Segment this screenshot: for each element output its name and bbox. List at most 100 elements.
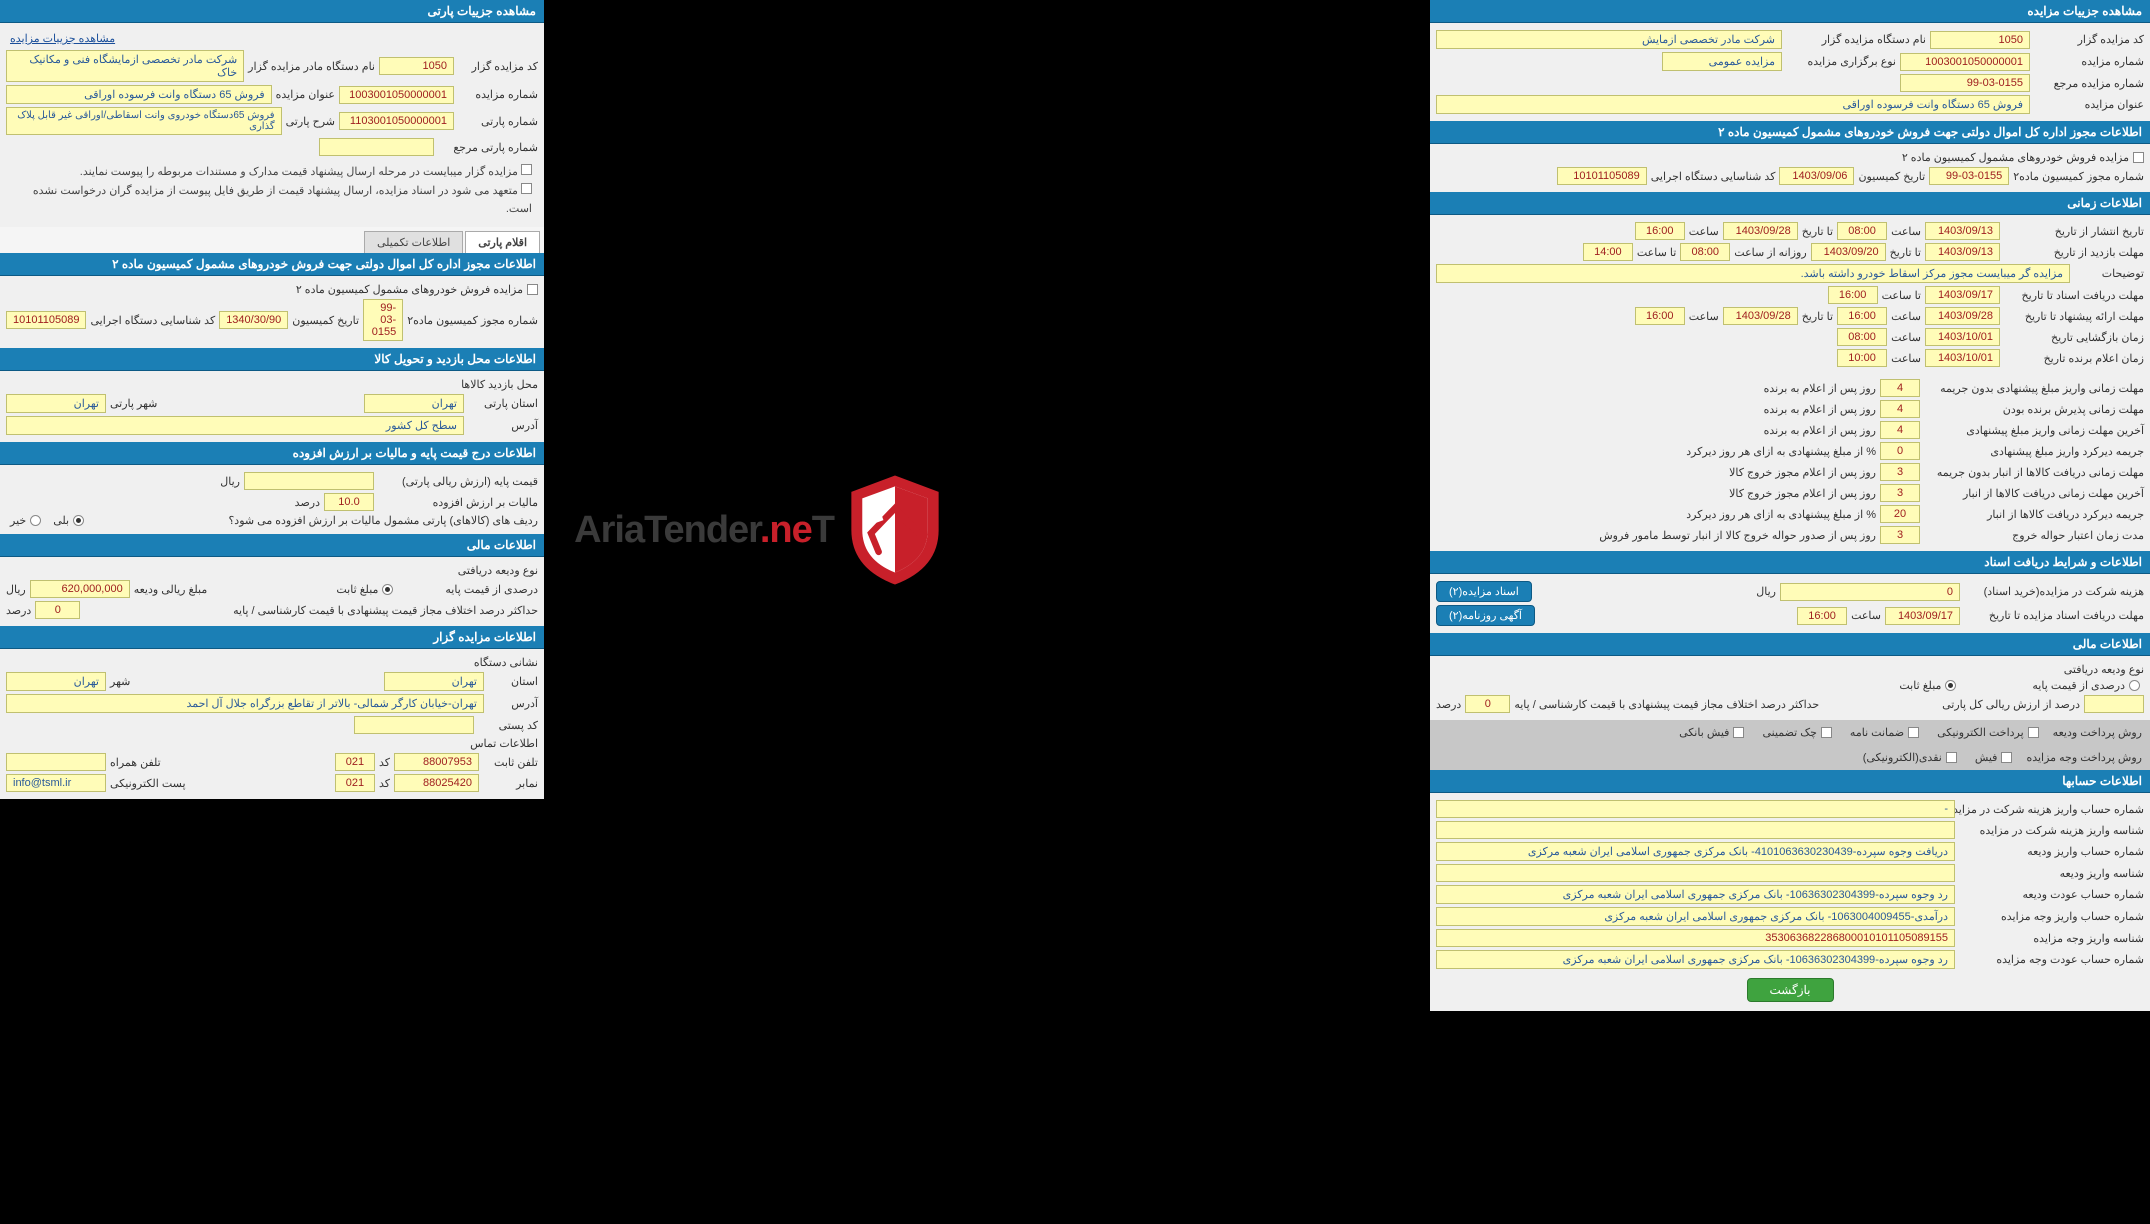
lbl-visit-daily-from: روزانه از ساعت [1734, 246, 1806, 259]
lbl-acc6: شماره حساب واریز وجه مزایده [1959, 910, 2144, 923]
header-docs-cond: اطلاعات و شرایط دریافت اسناد [1430, 551, 2150, 574]
lbl-d8: مدت زمان اعتبار حواله خروج [1924, 529, 2144, 542]
val-visit-from: 1403/09/13 [1925, 243, 2000, 261]
val-d4: 0 [1880, 442, 1920, 460]
checkbox-m2-left[interactable] [527, 284, 538, 295]
lbl-publish-to: تا تاریخ [1802, 225, 1833, 238]
lbl-province-g: استان [488, 675, 538, 688]
radio-fixed-l[interactable]: مبلغ ثابت [336, 583, 393, 596]
lbl-base-price: قیمت پایه (ارزش ریالی پارتی) [378, 475, 538, 488]
label-checkbox-m2: مزایده فروش خودروهای مشمول کمیسیون ماده … [1902, 151, 2129, 164]
val-docs-time: 16:00 [1828, 286, 1878, 304]
link-view-auction[interactable]: مشاهده جزییات مزایده [6, 30, 119, 47]
chk-cheque[interactable]: چک تضمینی [1762, 726, 1831, 739]
val-party-desc: فروش 65دستگاه خودروی وانت اسقاطی/اوراقی … [6, 107, 282, 135]
unit-doc-fee: ریال [1756, 585, 1776, 598]
lbl-publish-time-to: ساعت [1689, 225, 1719, 238]
lbl-vat: مالیات بر ارزش افزوده [378, 496, 538, 509]
deposit-method-band: روش پرداخت ودیعه پرداخت الکترونیکی ضمانت… [1430, 720, 2150, 745]
lbl-d7: جریمه دیرکرد دریافت کالاها از انبار [1924, 508, 2144, 521]
radio-fixed[interactable]: مبلغ ثابت [1899, 679, 1956, 692]
lbl-exec-l: کد شناسایی دستگاه اجرایی [90, 314, 215, 327]
lbl-winner-time: ساعت [1891, 352, 1921, 365]
val-notes: مزایده گر میبایست مجوز مرکز اسقاط خودرو … [1436, 264, 2070, 283]
val-province: تهران [364, 394, 464, 413]
val-phone-code: 021 [335, 753, 375, 771]
radio-percent[interactable]: درصدی از قیمت پایه [2032, 679, 2140, 692]
lbl-m2-left: مزایده فروش خودروهای مشمول کمیسیون ماده … [296, 283, 523, 296]
chk-cash-elec[interactable]: نقدی(الکترونیکی) [1863, 751, 1957, 764]
chk-receipt[interactable]: فیش بانکی [1679, 726, 1744, 739]
header-party-details: مشاهده جزییات پارتی [0, 0, 544, 23]
val-doc-fee: 0 [1780, 583, 1960, 601]
val-postal [354, 716, 474, 734]
lbl-d2: مهلت زمانی پذیرش برنده بودن [1924, 403, 2144, 416]
val-email: info@tsml.ir [6, 774, 106, 792]
lbl-org-address: نشانی دستگاه [474, 656, 538, 669]
val-percent [2084, 695, 2144, 713]
lbl-publish-from: تاریخ انتشار از تاریخ [2004, 225, 2144, 238]
lbl-no: شماره مزایده [458, 88, 538, 101]
val-publish-to: 1403/09/28 [1723, 222, 1798, 240]
radio-yes[interactable]: بلی [53, 514, 84, 527]
right-panel: مشاهده جزییات مزایده کد مزایده گزار 1050… [1430, 0, 2150, 1011]
button-auction-docs[interactable]: اسناد مزایده(۲) [1436, 581, 1532, 602]
sfx-d3: روز پس از اعلام به برنده [1764, 424, 1876, 437]
lbl-address: آدرس [468, 419, 538, 432]
lbl-opening: زمان بازگشایی تاریخ [2004, 331, 2144, 344]
chk-fish[interactable]: فیش [1975, 751, 2013, 764]
lbl-doc-fee: هزینه شرکت در مزایده(خرید اسناد) [1964, 585, 2144, 598]
tab-extra-info[interactable]: اطلاعات تکمیلی [364, 231, 463, 253]
chk-elec[interactable]: پرداخت الکترونیکی [1937, 726, 2039, 739]
lbl-offer-time2: ساعت [1689, 310, 1719, 323]
lbl-visit-daily-to: تا ساعت [1637, 246, 1676, 259]
tab-party-items[interactable]: اقلام پارتی [465, 231, 540, 253]
val-d3: 4 [1880, 421, 1920, 439]
radio-no[interactable]: خیر [10, 514, 41, 527]
lbl-postal: کد پستی [478, 719, 538, 732]
button-newspaper-ad[interactable]: آگهی روزنامه(۲) [1436, 605, 1535, 626]
val-city: تهران [6, 394, 106, 413]
checkbox-m2[interactable] [2133, 152, 2144, 163]
label-auction-no: شماره مزایده [2034, 55, 2144, 68]
sfx-d7: % از مبلغ پیشنهادی به ازای هر روز دیرکرد [1686, 508, 1876, 521]
lbl-percent-of-total: درصد از ارزش ریالی کل پارتی [1942, 698, 2080, 711]
lbl-offer-to: مهلت ارائه پیشنهاد تا تاریخ [2004, 310, 2144, 323]
val-publish-time-from: 08:00 [1837, 222, 1887, 240]
header-financial-info: اطلاعات مالی [1430, 633, 2150, 656]
value-exec-code: 10101105089 [1557, 167, 1647, 185]
header-auction-details: مشاهده جزییات مزایده [1430, 0, 2150, 23]
value-auction-title: فروش 65 دستگاه وانت فرسوده اوراقی [1436, 95, 2030, 114]
val-winner: 1403/10/01 [1925, 349, 2000, 367]
lbl-offer-time: ساعت [1891, 310, 1921, 323]
val-d1: 4 [1880, 379, 1920, 397]
val-dep-amount: 620,000,000 [30, 580, 130, 598]
val-fax-code: 021 [335, 774, 375, 792]
note-1: مزایده گزار میبایست در مرحله ارسال پیشنه… [6, 159, 538, 223]
value-ref-no: 99-03-0155 [1900, 74, 2030, 92]
val-no: 1003001050000001 [339, 86, 454, 104]
value-auctioneer-name: شرکت مادر تخصصی ازمایش [1436, 30, 1782, 49]
value-permit-no: 99-03-0155 [1929, 167, 2009, 185]
lbl-acc8: شماره حساب عودت وجه مزایده [1959, 953, 2144, 966]
sfx-d1: روز پس از اعلام به برنده [1764, 382, 1876, 395]
val-offer-to2: 1403/09/28 [1723, 307, 1798, 325]
val-acc1: - [1436, 800, 1955, 818]
val-offer-to: 1403/09/28 [1925, 307, 2000, 325]
header-visit-location: اطلاعات محل بازدید و تحویل کالا [0, 348, 544, 371]
lbl-party-desc: شرح پارتی [286, 115, 335, 128]
sfx-d6: روز پس از اعلام مجوز خروج کالا [1729, 487, 1876, 500]
value-auction-no: 1003001050000001 [1900, 53, 2030, 71]
back-button[interactable]: بازگشت [1747, 978, 1834, 1002]
val-offer-time2: 16:00 [1635, 307, 1685, 325]
val-offer-time: 16:00 [1837, 307, 1887, 325]
tabs-bar: اقلام پارتی اطلاعات تکمیلی [0, 227, 540, 253]
lbl-contact: اطلاعات تماس [470, 737, 538, 750]
label-auctioneer-name: نام دستگاه مزایده گزار [1786, 33, 1926, 46]
header-permission-info: اطلاعات مجوز اداره کل اموال دولتی جهت فر… [1430, 121, 2150, 144]
val-max-diff: 0 [1465, 695, 1510, 713]
chk-guarantee[interactable]: ضمانت نامه [1850, 726, 1919, 739]
val-d5: 3 [1880, 463, 1920, 481]
label-exec-code: کد شناسایی دستگاه اجرایی [1651, 170, 1776, 183]
val-doc-until: 1403/09/17 [1885, 607, 1960, 625]
